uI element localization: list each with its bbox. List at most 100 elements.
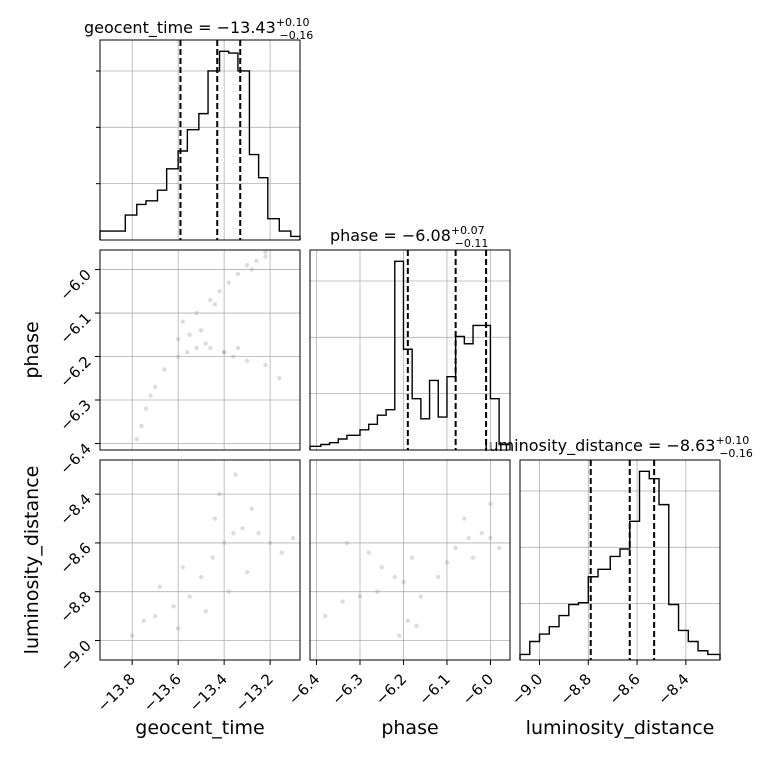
scatter-point-9 [240,526,245,531]
scatter-point-5 [198,574,204,580]
scatter-point-17 [244,569,250,575]
panel-luminosity_distance-vs-phase: −6.4 −6.3 −6.2 −6.1 −6.0 [285,459,511,709]
scatter-point-23 [263,254,268,259]
panel-phase-vs-phase [309,249,511,451]
xtick-label-4: −6.0 [459,670,497,708]
scatter-point-6 [175,354,181,359]
scatter-point-20 [157,584,162,590]
scatter-point-26 [175,336,181,342]
scatter-point-8 [194,345,199,351]
scatter-point-10 [256,530,261,536]
xtick-label-0: −13.8 [94,670,139,715]
scatter-point-21 [488,501,493,507]
ytick-label-1: −6.3 [56,396,94,434]
scatter-point-3 [375,589,380,594]
xtick-label-1: −6.3 [328,670,366,708]
scatter-point-17 [208,297,213,303]
scatter-point-2 [143,406,149,411]
scatter-point-16 [396,633,402,638]
scatter-point-10 [453,545,458,551]
scatter-point-9 [436,574,441,580]
scatter-point-12 [279,550,284,555]
xtick-label-0: −9.0 [508,670,546,708]
panel-frame [309,459,511,661]
scatter-point-24 [198,328,204,333]
scatter-point-8 [231,530,236,536]
scatter-point-7 [185,349,190,355]
xtick-label-2: −13.4 [186,670,231,715]
scatter-point-13 [290,535,296,541]
scatter-point-6 [210,555,215,560]
scatter-point-22 [344,540,350,546]
scatter-point-2 [357,594,363,599]
scatter-point-23 [366,550,371,555]
title-geocent-time: geocent_time = −13.43+0.10 −0.16 [84,16,313,42]
scatter-point-19 [233,472,238,477]
histogram-geocent_time [99,50,301,240]
scatter-point-0 [134,436,139,442]
scatter-point-15 [379,565,384,570]
ytick-label-2: −8.6 [56,539,94,577]
ytick-label-1: −8.8 [56,588,94,626]
scatter-point-20 [235,271,241,277]
scatter-point-14 [496,545,502,551]
scatter-point-28 [203,341,208,346]
ytick-label-3: −8.4 [56,490,94,528]
ytick-label-0: −6.4 [56,440,94,478]
scatter-point-2 [152,613,158,619]
ylabel-phase: phase [21,321,43,378]
panel-phase-vs-geocent_time: −6.4 −6.3 −6.2 −6.1 −6.0 [56,249,301,478]
scatter-point-5 [401,579,406,585]
scatter-point-6 [409,555,415,560]
panel-frame [99,39,301,241]
scatter-point-16 [194,310,199,316]
title-luminosity-distance: luminosity_distance = −8.63+0.10 −0.16 [484,434,753,460]
panel-frame [99,459,301,661]
scatter-point-29 [221,349,227,355]
scatter-point-11 [231,354,236,359]
scatter-point-17 [414,623,419,629]
xtick-label-2: −8.6 [605,670,643,708]
ytick-label-0: −9.0 [56,637,94,675]
scatter-point-22 [254,258,259,264]
scatter-point-18 [217,289,222,294]
scatter-point-13 [263,363,268,368]
scatter-point-13 [488,535,493,541]
scatter-point-8 [418,594,424,599]
scatter-point-3 [148,393,153,398]
scatter-point-18 [217,491,222,497]
ylabel-luminosity-distance: luminosity_distance [21,466,43,655]
panel-luminosity_distance-vs-geocent_time: −13.8 −13.6 −13.4 −13.2 −9.0 −8.8 −8.6 −8.4 [56,459,301,715]
scatter-point-11 [267,540,273,546]
xlabel-geocent-time: geocent_time [135,717,264,739]
scatter-point-31 [249,267,254,272]
scatter-point-19 [470,555,476,560]
scatter-point-27 [187,332,192,337]
ytick-label-2: −6.2 [56,353,94,391]
panel-geocent_time-vs-geocent_time [96,39,301,241]
xlabel-phase: phase [381,717,438,739]
scatter-point-10 [221,349,227,355]
xtick-label-3: −8.4 [654,670,692,708]
xtick-label-3: −6.1 [415,670,453,708]
scatter-point-7 [221,540,227,546]
scatter-point-4 [152,384,158,390]
scatter-point-7 [405,618,411,624]
scatter-point-12 [244,358,250,364]
scatter-point-15 [180,319,185,324]
scatter-point-3 [171,604,176,609]
scatter-point-1 [141,618,146,624]
scatter-point-11 [466,535,471,541]
scatter-point-25 [212,302,218,307]
scatter-point-5 [162,367,167,372]
scatter-point-4 [187,594,192,599]
histogram-luminosity_distance [519,470,721,660]
scatter-point-12 [479,530,484,536]
panel-frame [309,249,511,451]
scatter-point-14 [277,376,282,381]
xlabel-luminosity-distance: luminosity_distance [526,717,715,739]
title-phase: phase = −6.08+0.07 −0.11 [330,224,488,250]
scatter-point-14 [175,626,181,631]
scatter-point-22 [212,516,218,521]
scatter-point-23 [249,506,254,511]
